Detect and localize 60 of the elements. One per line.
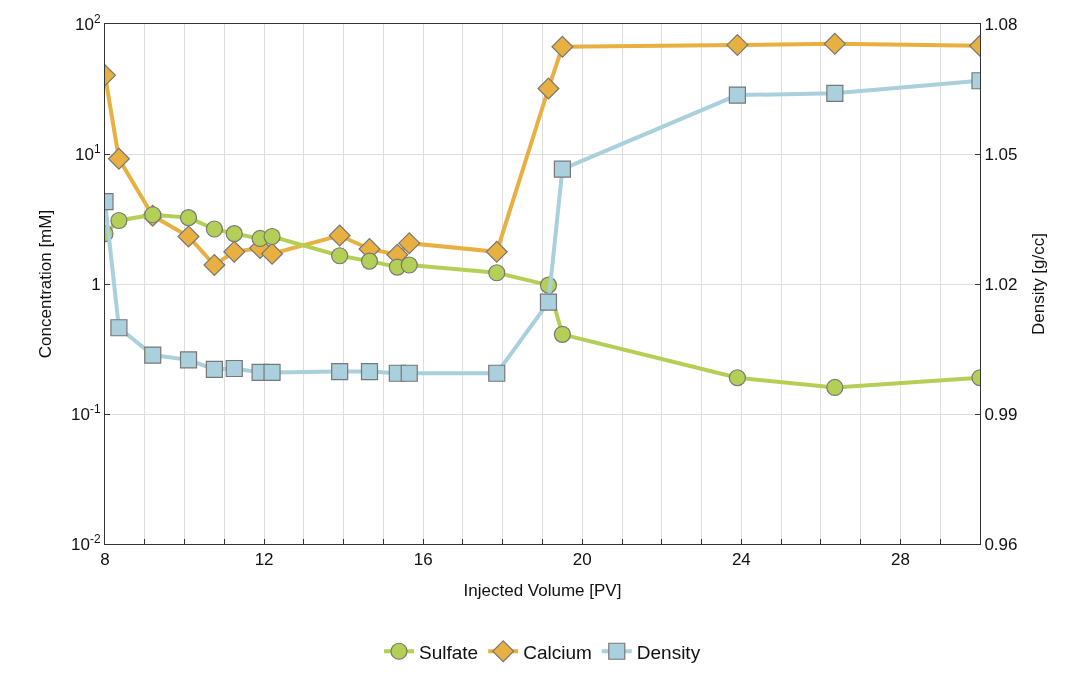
legend-label: Density [636,641,701,663]
point [488,264,506,282]
point [179,351,198,369]
y2-tick-label: 1.08 [984,14,1018,34]
point [203,254,226,276]
point [223,240,246,263]
point [398,232,421,255]
point [179,209,198,227]
point [360,362,379,381]
point [177,225,200,248]
point [331,362,349,381]
x-tick-label: 12 [254,550,274,570]
y2-axis-title: Density [g/cc] [1028,232,1048,336]
y-tick-label: 10$^{1}$ [75,141,101,164]
y2-tick-label: 1.05 [984,144,1018,164]
point [826,84,844,102]
point [488,364,506,382]
point [205,220,223,238]
point [263,363,281,381]
y-tick-label: 1 [91,274,101,294]
point [553,325,571,343]
y-tick-label: 10$^{-1}$ [71,401,101,424]
x-tick-label: 28 [890,550,910,570]
point [263,227,281,246]
point [485,240,508,263]
point [205,360,223,378]
point [400,256,418,274]
x-axis-title: Injected Volume [PV] [463,580,622,600]
point [261,242,284,265]
point [726,33,749,56]
point [537,77,560,100]
x-tick-label: 24 [731,550,751,570]
point [823,32,846,55]
x-tick-label: 20 [572,550,592,570]
legend-label: Calcium [523,641,592,663]
point [331,247,349,265]
point [360,252,379,270]
y-tick-label: 10$^{-2}$ [71,531,101,554]
point [539,293,558,311]
point [553,160,571,178]
point [551,35,574,58]
y-tick-label: 10$^{2}$ [75,11,101,34]
legend-label: Sulfate [419,641,479,663]
point [728,86,746,104]
point [328,224,351,247]
x-tick-label: 8 [100,550,110,570]
point [110,319,128,337]
y-axis-title: Concentration [mM] [35,209,55,359]
point [144,346,162,364]
point [826,378,844,397]
x-tick-label: 16 [413,550,433,570]
point [225,359,243,378]
point [400,364,418,382]
y2-tick-label: 0.99 [984,404,1018,424]
y2-tick-label: 0.96 [984,534,1018,554]
point [107,147,130,170]
point [225,225,243,243]
point [110,211,128,230]
point [728,369,746,387]
y2-tick-label: 1.02 [984,274,1018,294]
